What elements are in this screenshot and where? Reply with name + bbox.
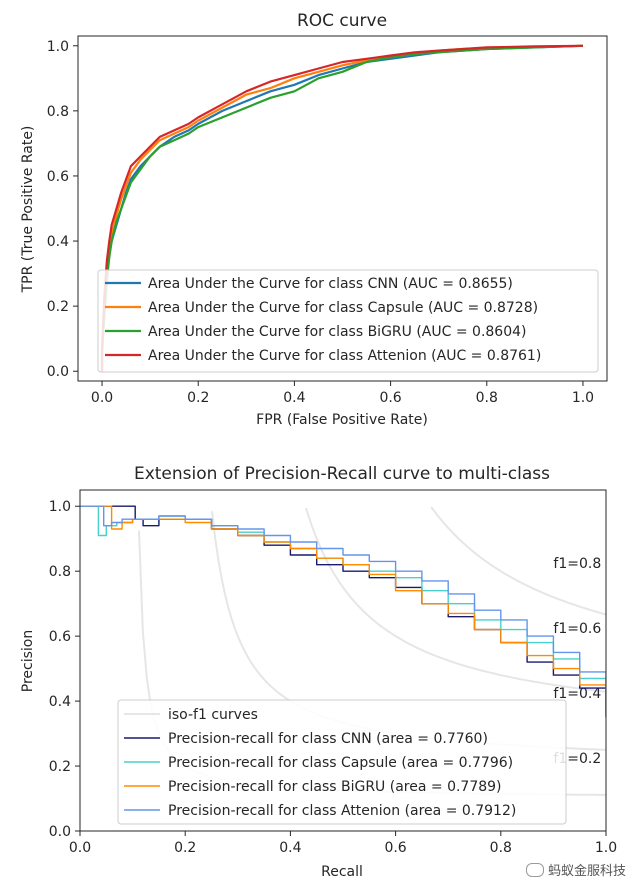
roc-legend-label-bigru: Area Under the Curve for class BiGRU (AU… <box>148 324 527 340</box>
watermark: 蚂蚁金服科技 <box>525 860 626 879</box>
roc-legend-label-cnn: Area Under the Curve for class CNN (AUC … <box>148 276 513 292</box>
pr-y-ticks: 0.0 0.2 0.4 0.6 0.8 1.0 <box>49 499 80 840</box>
roc-axes-frame <box>77 35 608 382</box>
pr-y-tick-label: 0.0 <box>49 824 71 840</box>
roc-legend-label-capsule: Area Under the Curve for class Capsule (… <box>148 300 538 316</box>
chat-bubble-icon <box>525 862 544 877</box>
roc-x-axis-label: FPR (False Positive Rate) <box>256 412 428 428</box>
iso-f1-curve <box>305 507 606 693</box>
pr-title: Extension of Precision-Recall curve to m… <box>134 464 550 484</box>
roc-x-tick-label: 0.2 <box>187 390 209 406</box>
roc-x-tick-label: 0.0 <box>91 390 113 406</box>
pr-x-axis-label: Recall <box>321 864 363 880</box>
pr-legend-box <box>117 699 567 825</box>
iso-f1-curve <box>430 506 606 616</box>
pr-x-tick-label: 0.8 <box>490 840 512 856</box>
roc-legend-label-attenion: Area Under the Curve for class Attenion … <box>148 348 541 364</box>
pr-series-cnn <box>80 505 606 718</box>
roc-title: ROC curve <box>297 11 387 31</box>
roc-y-tick-label: 1.0 <box>47 39 69 55</box>
pr-series-group <box>80 505 606 718</box>
roc-series-attenion <box>100 44 584 372</box>
roc-legend-box <box>97 269 599 373</box>
pr-axes-frame <box>79 489 607 832</box>
iso-f1-label: f1=0.4 <box>553 686 601 702</box>
iso-f1-label: f1=0.8 <box>553 556 601 572</box>
pr-x-ticks: 0.0 0.2 0.4 0.6 0.8 1.0 <box>69 831 617 856</box>
pr-legend-label-bigru: Precision-recall for class BiGRU (area =… <box>168 779 502 795</box>
pr-y-axis-label: Precision <box>20 630 36 692</box>
roc-legend: Area Under the Curve for class CNN (AUC … <box>97 269 599 373</box>
pr-x-tick-label: 1.0 <box>595 840 617 856</box>
pr-y-tick-label: 1.0 <box>49 499 71 515</box>
roc-y-tick-label: 0.6 <box>47 169 69 185</box>
pr-series-bigru <box>80 505 606 715</box>
pr-y-tick-label: 0.2 <box>49 759 71 775</box>
roc-y-tick-label: 0.0 <box>47 364 69 380</box>
pr-y-tick-label: 0.8 <box>49 564 71 580</box>
pr-legend: iso-f1 curves Precision-recall for class… <box>117 699 567 825</box>
roc-series-bigru <box>100 44 584 372</box>
pr-y-tick-label: 0.6 <box>49 629 71 645</box>
pr-legend-label-attenion: Precision-recall for class Attenion (are… <box>168 803 516 819</box>
roc-y-axis-label: TPR (True Positive Rate) <box>20 126 36 294</box>
roc-y-tick-label: 0.2 <box>47 299 69 315</box>
pr-series-attenion <box>80 505 606 705</box>
pr-legend-label-iso-f1: iso-f1 curves <box>168 707 258 723</box>
roc-y-tick-label: 0.4 <box>47 234 69 250</box>
pr-x-tick-label: 0.4 <box>279 840 301 856</box>
pr-x-tick-label: 0.0 <box>69 840 91 856</box>
roc-y-ticks: 0.0 0.2 0.4 0.6 0.8 1.0 <box>47 39 78 380</box>
pr-legend-label-capsule: Precision-recall for class Capsule (area… <box>168 755 513 771</box>
pr-legend-label-cnn: Precision-recall for class CNN (area = 0… <box>168 731 488 747</box>
roc-y-tick-label: 0.8 <box>47 104 69 120</box>
roc-chart: ROC curve 0.0 0.2 0.4 0.6 0.8 1.0 0.00.20.40.… <box>20 11 608 428</box>
pr-y-tick-label: 0.4 <box>49 694 71 710</box>
pr-x-tick-label: 0.6 <box>384 840 406 856</box>
watermark-text: 蚂蚁金服科技 <box>547 864 626 879</box>
roc-x-ticks: 0.0 0.2 0.4 0.6 0.8 1.0 <box>91 381 594 406</box>
roc-x-tick-label: 1.0 <box>572 390 594 406</box>
roc-x-tick-label: 0.6 <box>379 390 401 406</box>
roc-series-group <box>100 44 584 372</box>
iso-f1-label: f1=0.6 <box>553 621 601 637</box>
pr-x-tick-label: 0.2 <box>174 840 196 856</box>
roc-x-tick-label: 0.4 <box>283 390 305 406</box>
pr-chart: Extension of Precision-Recall curve to m… <box>20 464 617 880</box>
roc-x-tick-label: 0.8 <box>476 390 498 406</box>
